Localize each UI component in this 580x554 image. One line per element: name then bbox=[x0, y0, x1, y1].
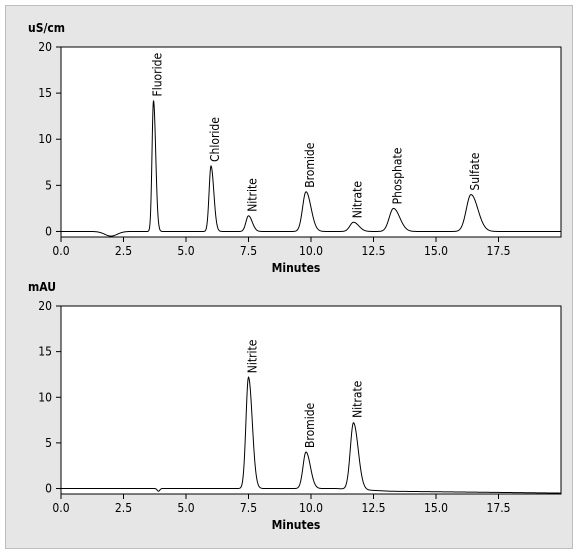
plot-area bbox=[60, 305, 562, 495]
peak-label-nitrite: Nitrite bbox=[245, 339, 259, 373]
x-axis-label: Minutes bbox=[272, 261, 321, 275]
x-tick-label: 12.5 bbox=[361, 244, 385, 258]
x-tick-label: 17.5 bbox=[486, 244, 510, 258]
x-tick-label: 0.0 bbox=[52, 244, 69, 258]
peak-label-nitrite: Nitrite bbox=[245, 178, 259, 212]
y-tick-label: 0 bbox=[45, 482, 52, 496]
y-tick-label: 5 bbox=[45, 178, 52, 192]
y-tick-label: 0 bbox=[45, 224, 52, 238]
peak-label-bromide: Bromide bbox=[303, 142, 317, 188]
peak-label-fluoride: Fluoride bbox=[150, 53, 164, 97]
x-tick-label: 10.0 bbox=[299, 244, 323, 258]
peak-label-bromide: Bromide bbox=[303, 402, 317, 448]
signal-trace bbox=[61, 100, 561, 237]
x-tick-label: 7.5 bbox=[240, 244, 257, 258]
y-tick-label: 10 bbox=[38, 132, 52, 146]
y-tick-label: 15 bbox=[38, 345, 52, 359]
y-tick-label: 15 bbox=[38, 86, 52, 100]
x-tick-label: 5.0 bbox=[177, 244, 194, 258]
y-tick-label: 5 bbox=[45, 436, 52, 450]
x-tick-label: 15.0 bbox=[424, 244, 448, 258]
x-tick-label: 2.5 bbox=[115, 501, 132, 515]
x-tick-label: 17.5 bbox=[486, 501, 510, 515]
peak-label-nitrate: Nitrate bbox=[351, 380, 365, 418]
peak-label-nitrate: Nitrate bbox=[351, 181, 365, 219]
x-axis-label: Minutes bbox=[272, 518, 321, 532]
uv-chromatogram: mAU 0 5 10 15 20 0.0 2.5 5.0 7.5 10.0 12.5 15.0 17.5 M… bbox=[28, 280, 562, 532]
figure-panel: uS/cm 0 5 10 15 20 0.0 2.5 5.0 7.5 10.0 12.5 15.0 17.… bbox=[5, 5, 573, 549]
x-tick-label: 12.5 bbox=[361, 501, 385, 515]
x-tick-label: 0.0 bbox=[52, 501, 69, 515]
chromatogram-figure: uS/cm 0 5 10 15 20 0.0 2.5 5.0 7.5 10.0 12.5 15.0 17.… bbox=[28, 21, 562, 532]
x-tick-label: 15.0 bbox=[424, 501, 448, 515]
signal-trace bbox=[61, 376, 562, 494]
peak-label-chloride: Chloride bbox=[208, 117, 222, 162]
y-tick-label: 20 bbox=[38, 299, 52, 313]
y-tick-label: 20 bbox=[38, 40, 52, 54]
x-tick-label: 10.0 bbox=[299, 501, 323, 515]
x-tick-label: 5.0 bbox=[177, 501, 194, 515]
x-tick-label: 2.5 bbox=[115, 244, 132, 258]
peak-label-phosphate: Phosphate bbox=[391, 147, 405, 204]
conductivity-chromatogram: uS/cm 0 5 10 15 20 0.0 2.5 5.0 7.5 10.0 12.5 15.0 17.… bbox=[28, 21, 562, 275]
peak-label-sulfate: Sulfate bbox=[468, 152, 482, 190]
x-tick-label: 7.5 bbox=[240, 501, 257, 515]
y-unit-label: mAU bbox=[28, 280, 56, 294]
y-tick-label: 10 bbox=[38, 390, 52, 404]
y-unit-label: uS/cm bbox=[28, 21, 65, 35]
